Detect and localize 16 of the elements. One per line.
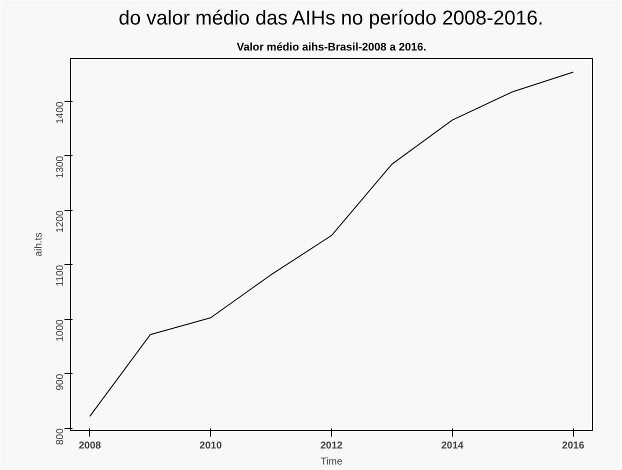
x-axis-title: Time bbox=[320, 456, 343, 468]
x-tick-label: 2014 bbox=[441, 440, 464, 452]
chart-title: Valor médio aihs-Brasil-2008 a 2016. bbox=[236, 42, 426, 54]
x-tick-label: 2016 bbox=[562, 440, 585, 452]
y-tick-label: 1400 bbox=[55, 101, 66, 124]
x-tick-label: 2012 bbox=[320, 440, 344, 452]
x-tick-label: 2010 bbox=[200, 440, 222, 452]
y-tick-label: 1300 bbox=[55, 156, 66, 178]
text: do valor médio das AIHs no período 2008-2016. bbox=[118, 8, 544, 30]
y-tick-label: 900 bbox=[55, 373, 66, 391]
y-axis-title: aih.ts bbox=[34, 232, 44, 256]
x-tick-label: 2008 bbox=[78, 440, 102, 452]
y-tick-label: 1000 bbox=[55, 318, 66, 342]
y-tick-label: 1200 bbox=[55, 210, 66, 233]
y-tick-label: 800 bbox=[55, 428, 66, 446]
y-tick-label: 1100 bbox=[55, 264, 66, 286]
